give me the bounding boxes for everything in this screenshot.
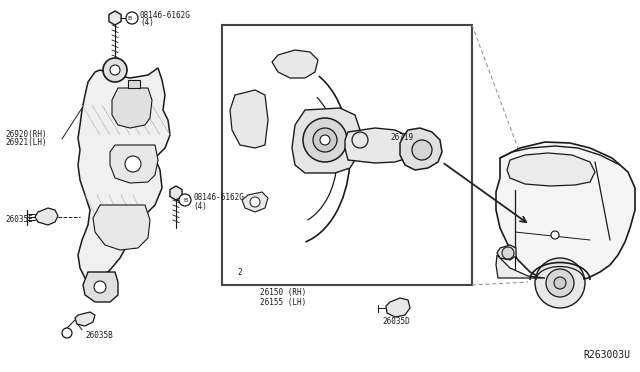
Polygon shape <box>400 128 442 170</box>
Text: B: B <box>127 16 131 20</box>
Text: 26921(LH): 26921(LH) <box>5 138 47 148</box>
Circle shape <box>94 281 106 293</box>
Text: (4): (4) <box>193 202 207 211</box>
Circle shape <box>546 269 574 297</box>
Text: 26920(RH): 26920(RH) <box>5 131 47 140</box>
Polygon shape <box>242 192 268 212</box>
Text: 08146-6162G: 08146-6162G <box>140 10 191 19</box>
Circle shape <box>110 65 120 75</box>
Circle shape <box>412 140 432 160</box>
Circle shape <box>103 58 127 82</box>
Polygon shape <box>78 68 170 282</box>
Polygon shape <box>272 50 318 78</box>
Circle shape <box>62 328 72 338</box>
Polygon shape <box>128 80 140 88</box>
Bar <box>222 25 472 285</box>
Circle shape <box>313 128 337 152</box>
Polygon shape <box>109 11 121 25</box>
Circle shape <box>179 194 191 206</box>
Text: R263003U: R263003U <box>583 350 630 360</box>
Polygon shape <box>83 272 118 302</box>
Polygon shape <box>496 142 635 283</box>
Text: 26150 (RH): 26150 (RH) <box>260 288 307 296</box>
Circle shape <box>125 156 141 172</box>
Polygon shape <box>93 205 150 250</box>
Circle shape <box>126 12 138 24</box>
Circle shape <box>535 258 585 308</box>
Text: B: B <box>127 19 131 25</box>
Polygon shape <box>386 298 410 317</box>
Circle shape <box>303 118 347 162</box>
Circle shape <box>320 135 330 145</box>
Circle shape <box>352 132 368 148</box>
Circle shape <box>551 231 559 239</box>
Polygon shape <box>345 128 415 163</box>
Polygon shape <box>292 108 360 173</box>
Polygon shape <box>112 88 152 128</box>
Circle shape <box>250 197 260 207</box>
Polygon shape <box>75 312 95 326</box>
Text: B: B <box>183 198 187 202</box>
Text: 26035B: 26035B <box>85 330 113 340</box>
Polygon shape <box>35 208 58 225</box>
Polygon shape <box>497 245 516 260</box>
Circle shape <box>554 277 566 289</box>
Polygon shape <box>110 145 158 183</box>
Polygon shape <box>170 186 182 200</box>
Text: 2: 2 <box>237 268 242 277</box>
Text: 08146-6162G: 08146-6162G <box>193 192 244 202</box>
Text: 26719: 26719 <box>390 134 413 142</box>
Text: (4): (4) <box>140 19 154 28</box>
Text: 26155 (LH): 26155 (LH) <box>260 298 307 307</box>
Polygon shape <box>507 153 595 186</box>
Polygon shape <box>496 255 545 278</box>
Text: 26035D: 26035D <box>382 317 410 327</box>
Circle shape <box>502 247 514 259</box>
Text: 26035E: 26035E <box>5 215 33 224</box>
Polygon shape <box>230 90 268 148</box>
